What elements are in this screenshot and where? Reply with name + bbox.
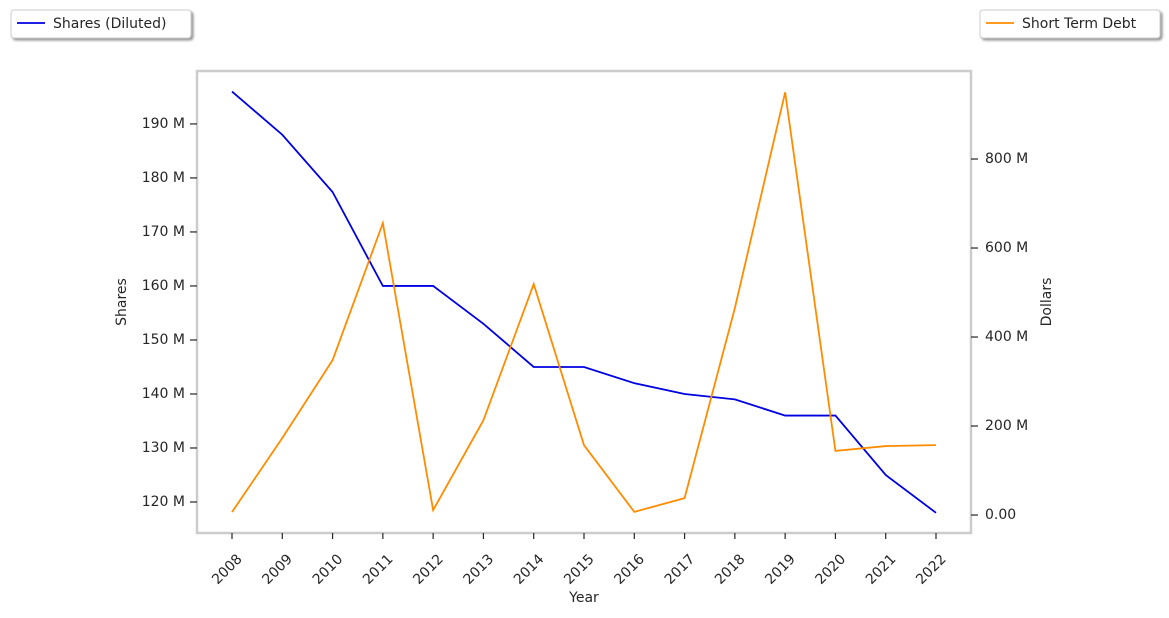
legend-label: Shares (Diluted) bbox=[53, 16, 167, 32]
legend-box bbox=[979, 9, 1161, 39]
y-tick-label: 180 M bbox=[142, 170, 185, 186]
y-tick-label: 170 M bbox=[142, 224, 185, 240]
x-tick-label: 2014 bbox=[511, 551, 548, 588]
series-line bbox=[231, 90, 937, 514]
legend-label: Short Term Debt bbox=[1022, 16, 1137, 32]
x-axis-label: Year bbox=[568, 590, 599, 606]
x-tick-label: 2017 bbox=[662, 551, 699, 588]
y-tick-label: 150 M bbox=[142, 332, 185, 348]
y-tick-label: 130 M bbox=[142, 440, 185, 456]
series-line bbox=[231, 92, 937, 513]
x-tick-label: 2018 bbox=[712, 551, 749, 588]
legend-box bbox=[10, 9, 192, 39]
x-tick-label: 2019 bbox=[762, 551, 799, 588]
x-tick-label: 2008 bbox=[209, 551, 246, 588]
y-tick-label: 140 M bbox=[142, 386, 185, 402]
x-tick-label: 2011 bbox=[360, 551, 397, 588]
y2-tick-label: 400 M bbox=[985, 329, 1028, 345]
x-tick-label: 2015 bbox=[561, 551, 598, 588]
y2-tick-label: 600 M bbox=[985, 240, 1028, 256]
y-tick-label: 160 M bbox=[142, 278, 185, 294]
y2-tick-label: 800 M bbox=[985, 151, 1028, 167]
y2-tick-label: 200 M bbox=[985, 418, 1028, 434]
x-tick-label: 2010 bbox=[310, 551, 347, 588]
plot-frame bbox=[195, 69, 973, 535]
x-tick-label: 2016 bbox=[611, 551, 648, 588]
y-tick-label: 190 M bbox=[142, 116, 185, 132]
x-tick-label: 2013 bbox=[461, 551, 498, 588]
x-tick-label: 2022 bbox=[913, 551, 950, 588]
y-axis-label: Shares bbox=[114, 278, 130, 326]
x-tick-label: 2020 bbox=[813, 551, 850, 588]
y-tick-label: 120 M bbox=[142, 494, 185, 510]
x-tick-label: 2009 bbox=[259, 551, 296, 588]
x-tick-label: 2021 bbox=[863, 551, 900, 588]
y2-axis-label: Dollars bbox=[1039, 278, 1055, 327]
x-tick-label: 2012 bbox=[410, 551, 447, 588]
y2-tick-label: 0.00 bbox=[985, 507, 1016, 523]
